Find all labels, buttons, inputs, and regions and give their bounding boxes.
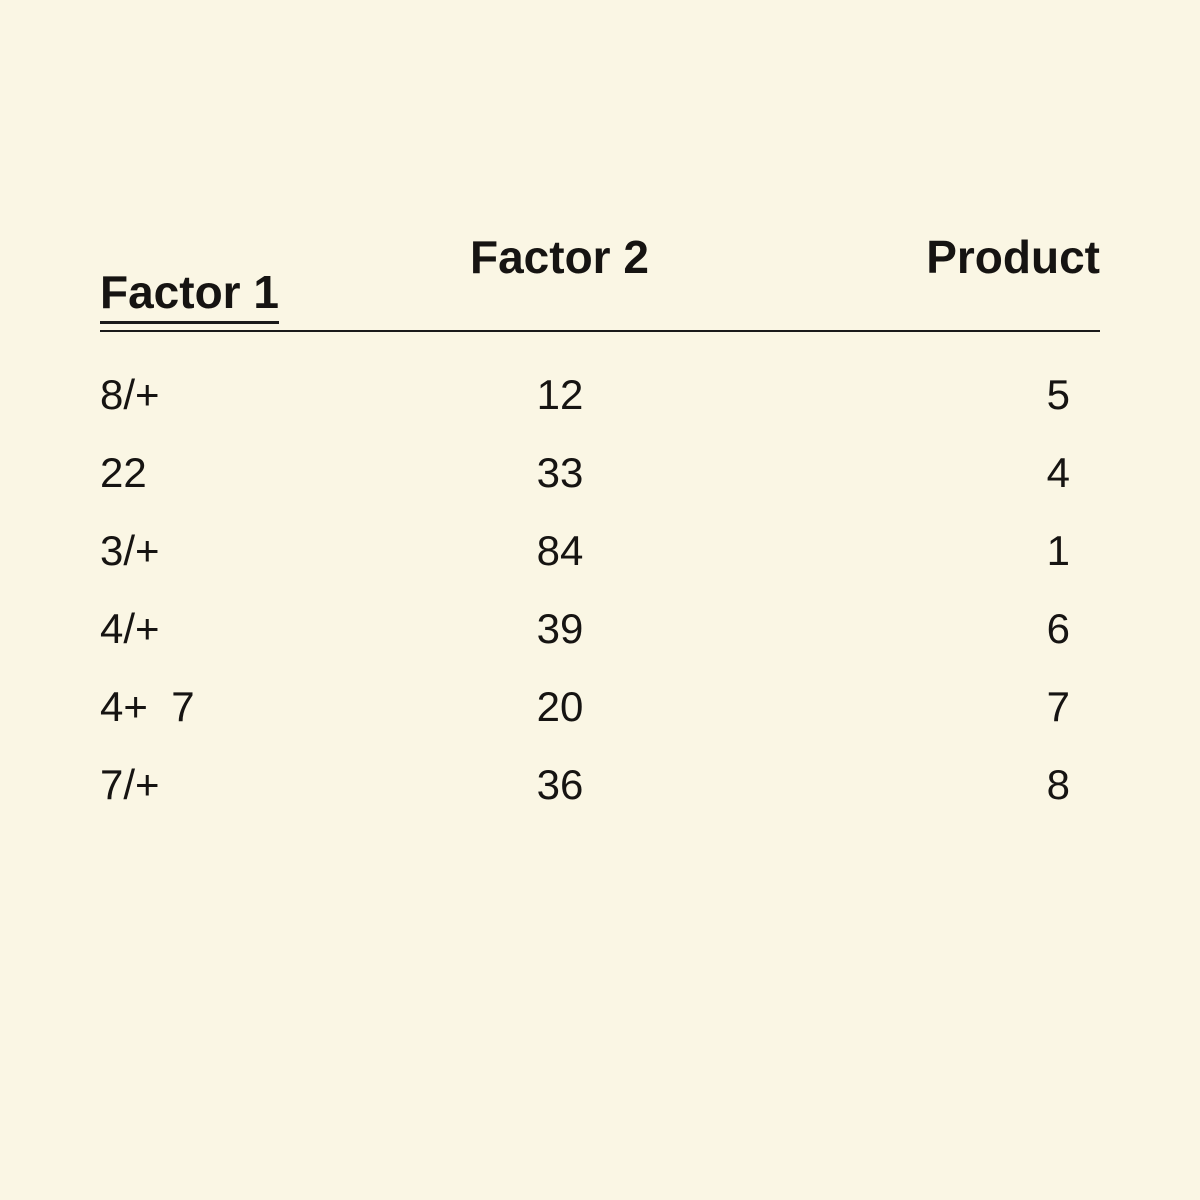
page: Factor 1 Factor 2 Product 8/+ 12 5 22 33… — [0, 0, 1200, 1200]
column-header-factor1: Factor 1 — [100, 265, 279, 324]
cell-factor2: 33 — [520, 434, 600, 512]
column-header-product: Product — [926, 230, 1100, 284]
cell-factor1: 4+ 7 — [100, 668, 195, 746]
cell-factor2: 36 — [520, 746, 600, 824]
cell-factor1: 3/+ — [100, 512, 160, 590]
table-row: 3/+ 84 1 — [100, 512, 1100, 590]
cell-factor2: 12 — [520, 356, 600, 434]
table-row: 4+ 7 20 7 — [100, 668, 1100, 746]
cell-product: 4 — [1030, 434, 1070, 512]
table-row: 22 33 4 — [100, 434, 1100, 512]
cell-factor1: 4/+ — [100, 590, 160, 668]
column-header-factor2: Factor 2 — [470, 230, 649, 284]
cell-factor1: 7/+ — [100, 746, 160, 824]
cell-factor2: 20 — [520, 668, 600, 746]
cell-factor2: 84 — [520, 512, 600, 590]
cell-product: 1 — [1030, 512, 1070, 590]
cell-product: 8 — [1030, 746, 1070, 824]
table-row: 8/+ 12 5 — [100, 356, 1100, 434]
factor-product-table: Factor 1 Factor 2 Product 8/+ 12 5 22 33… — [100, 230, 1100, 824]
cell-product: 5 — [1030, 356, 1070, 434]
table-row: 7/+ 36 8 — [100, 746, 1100, 824]
cell-product: 6 — [1030, 590, 1070, 668]
cell-factor1: 8/+ — [100, 356, 160, 434]
cell-factor2: 39 — [520, 590, 600, 668]
table-row: 4/+ 39 6 — [100, 590, 1100, 668]
cell-factor1: 22 — [100, 434, 147, 512]
table-header-row: Factor 1 Factor 2 Product — [100, 230, 1100, 332]
cell-product: 7 — [1030, 668, 1070, 746]
